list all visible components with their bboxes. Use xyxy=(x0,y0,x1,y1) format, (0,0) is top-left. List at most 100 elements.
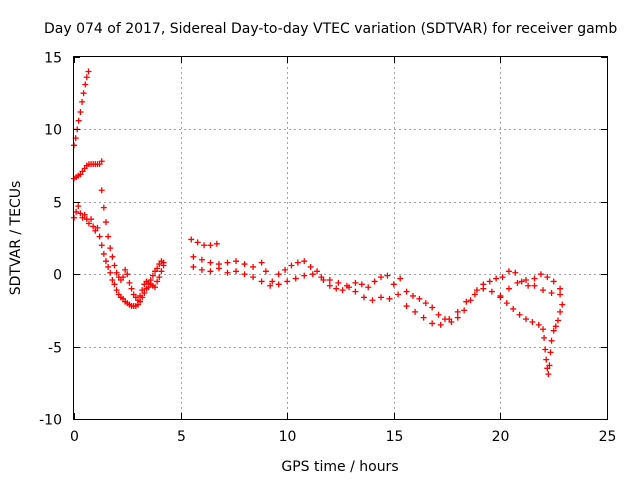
data-point xyxy=(531,275,538,282)
data-point xyxy=(107,269,114,276)
data-point xyxy=(85,68,92,75)
data-point xyxy=(154,265,161,272)
data-point xyxy=(288,262,295,269)
data-point xyxy=(309,271,316,278)
data-point xyxy=(96,233,103,240)
data-point xyxy=(201,242,208,249)
data-point xyxy=(128,285,135,292)
data-point xyxy=(535,321,542,328)
plot-frame xyxy=(73,56,608,420)
data-point xyxy=(194,239,201,246)
data-point xyxy=(122,266,129,273)
data-point xyxy=(390,281,397,288)
x-tick-label: 10 xyxy=(279,429,297,445)
data-point xyxy=(557,291,564,298)
data-point xyxy=(73,208,80,215)
data-point xyxy=(109,253,116,260)
data-point xyxy=(258,259,265,266)
data-point xyxy=(224,259,231,266)
data-point xyxy=(463,298,470,305)
data-point xyxy=(365,284,372,291)
y-tick-label: 15 xyxy=(44,51,62,67)
series-steep-rise xyxy=(71,68,92,149)
data-point xyxy=(552,323,559,330)
data-point xyxy=(100,250,107,257)
data-point xyxy=(499,274,506,281)
data-point xyxy=(80,90,87,97)
data-point xyxy=(545,371,552,378)
data-point xyxy=(335,279,342,286)
data-point xyxy=(510,305,517,312)
data-point xyxy=(213,240,220,247)
data-point xyxy=(542,346,549,353)
data-point xyxy=(467,297,474,304)
data-point xyxy=(134,297,141,304)
data-point xyxy=(412,308,419,315)
data-point xyxy=(215,265,222,272)
data-point xyxy=(548,290,555,297)
data-point xyxy=(503,300,510,307)
data-point xyxy=(158,268,165,275)
x-tick-labels: 0 5 10 15 20 25 xyxy=(70,429,616,445)
data-point xyxy=(207,268,214,275)
y-tick-label: 5 xyxy=(53,196,62,212)
data-point xyxy=(557,308,564,315)
data-point xyxy=(113,269,120,276)
data-point xyxy=(326,282,333,289)
data-point xyxy=(360,294,367,301)
data-point xyxy=(100,204,107,211)
data-point xyxy=(505,285,512,292)
data-point xyxy=(454,314,461,321)
data-point xyxy=(497,294,504,301)
x-tick-label: 25 xyxy=(599,429,617,445)
data-point xyxy=(437,321,444,328)
data-point xyxy=(241,261,248,268)
data-point xyxy=(267,282,274,289)
grid xyxy=(74,57,607,419)
data-point xyxy=(258,278,265,285)
data-point xyxy=(102,219,109,226)
data-point xyxy=(188,236,195,243)
data-point xyxy=(541,334,548,341)
data-point xyxy=(137,292,144,299)
series-main-band-a xyxy=(188,236,564,325)
data-point xyxy=(543,356,550,363)
data-point xyxy=(81,211,88,218)
data-point xyxy=(371,278,378,285)
data-point xyxy=(275,281,282,288)
data-point xyxy=(522,316,529,323)
data-point xyxy=(190,263,197,270)
x-axis-label: GPS time / hours xyxy=(281,459,398,475)
data-point xyxy=(301,258,308,265)
axis-ticks xyxy=(74,57,608,420)
data-point xyxy=(540,326,547,333)
x-tick-label: 15 xyxy=(386,429,404,445)
data-point xyxy=(207,259,214,266)
data-point xyxy=(207,242,214,249)
data-point xyxy=(550,327,557,334)
data-point xyxy=(397,275,404,282)
data-point xyxy=(190,253,197,260)
y-tick-label: 10 xyxy=(44,123,62,139)
data-point xyxy=(109,276,116,283)
data-point xyxy=(550,278,557,285)
series-late-dip xyxy=(497,294,566,378)
data-point xyxy=(282,266,289,273)
data-point xyxy=(343,282,350,289)
y-tick-label: 0 xyxy=(53,268,62,284)
data-point xyxy=(262,268,269,275)
data-point xyxy=(525,282,532,289)
data-point xyxy=(493,275,500,282)
data-point xyxy=(83,74,90,81)
data-point xyxy=(537,271,544,278)
data-point xyxy=(85,220,92,227)
data-point xyxy=(90,223,97,230)
data-point xyxy=(544,274,551,281)
data-point xyxy=(409,292,416,299)
y-tick-label: -5 xyxy=(48,341,62,357)
data-point xyxy=(88,216,95,223)
data-point xyxy=(156,274,163,281)
series-main-band-b xyxy=(190,263,564,328)
data-point xyxy=(107,245,114,252)
data-point xyxy=(77,210,84,217)
